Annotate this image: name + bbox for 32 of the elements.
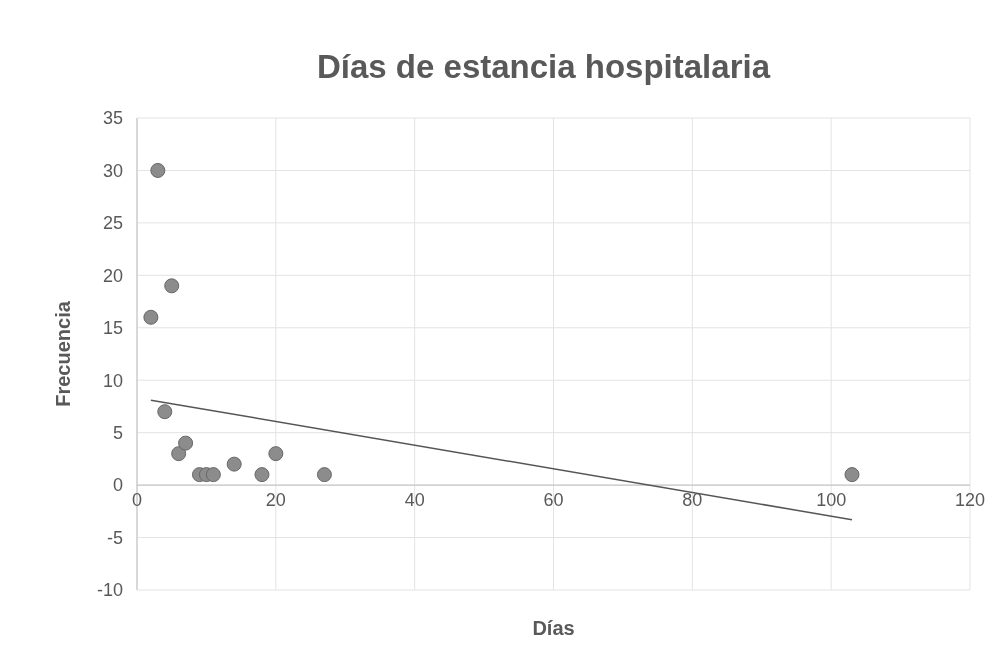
point [150, 162, 166, 178]
y-tick-label: 5 [112, 422, 123, 443]
y-tick-label: 25 [102, 213, 123, 234]
point [164, 278, 180, 294]
chart-title: Días de estancia hospitalaria [316, 48, 771, 85]
y-tick-label: 10 [102, 370, 123, 391]
point [157, 404, 173, 420]
point [178, 435, 194, 451]
point [171, 446, 187, 462]
x-tick-label: 120 [954, 489, 986, 510]
y-axis-title: Frecuencia [52, 300, 74, 407]
y-tick-label: 35 [102, 108, 123, 129]
x-tick-label: 80 [682, 489, 703, 510]
point [268, 446, 284, 462]
point [316, 467, 332, 483]
y-tick-label: 20 [102, 265, 123, 286]
x-tick-label: 20 [265, 489, 286, 510]
point [254, 467, 270, 483]
y-tick-label: 15 [102, 318, 123, 339]
y-tick-label: -10 [96, 580, 123, 601]
y-tick-label: 30 [102, 160, 123, 181]
point [143, 309, 159, 325]
x-tick-label: 60 [543, 489, 564, 510]
y-tick-label: -5 [106, 527, 123, 548]
x-tick-label: 100 [816, 489, 847, 510]
point [226, 456, 242, 472]
x-axis-title: Días [532, 617, 575, 639]
x-tick-label: 40 [404, 489, 425, 510]
x-tick-label: 0 [131, 489, 143, 510]
point [205, 467, 221, 483]
y-tick-label: 0 [112, 475, 123, 496]
point [844, 467, 860, 483]
